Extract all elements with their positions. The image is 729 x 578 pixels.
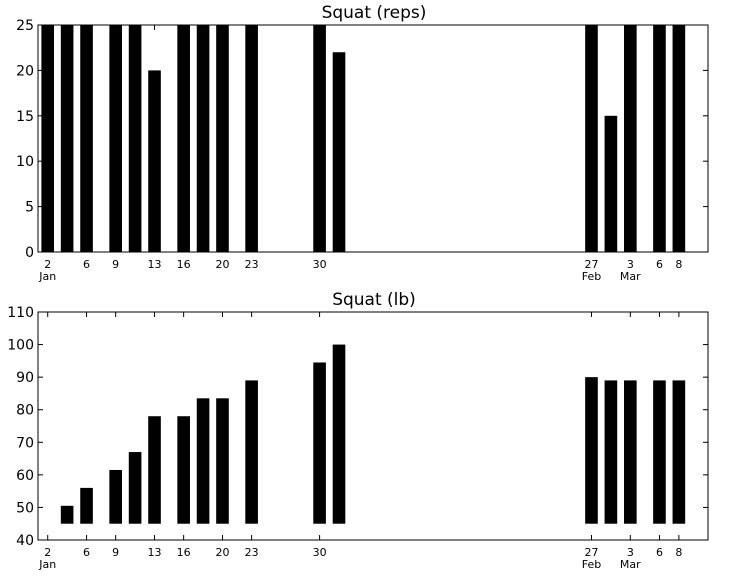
reps-bar-3 (109, 25, 122, 252)
weight-bar-13 (624, 380, 637, 524)
weight-bar-14 (653, 380, 666, 524)
reps-xtick-label-8: 27 (584, 258, 598, 271)
weight-bar-2 (109, 469, 122, 524)
weight-bar-12 (604, 380, 618, 524)
reps-bar-14 (624, 25, 637, 252)
reps-bar-10 (313, 25, 326, 252)
weight-xtick-label-10: 6 (656, 546, 663, 559)
weight-xtick-label-6: 23 (245, 546, 259, 559)
weight-ytick-label-0: 40 (16, 533, 34, 549)
reps-ytick-label-2: 10 (16, 154, 34, 170)
reps-ytick-label-5: 25 (16, 18, 34, 34)
reps-bar-7 (196, 25, 210, 252)
weight-bar-6 (196, 398, 210, 524)
weight-xtick-label-4: 16 (177, 546, 191, 559)
weight-bar-4 (148, 416, 161, 524)
reps-xtick-sublabel-0: Jan (38, 270, 56, 283)
weight-xtick-label-0: 2 (44, 546, 51, 559)
weight-xtick-label-9: 3 (627, 546, 634, 559)
reps-bar-8 (216, 25, 229, 252)
reps-xtick-label-6: 23 (245, 258, 259, 271)
reps-ytick-label-0: 0 (25, 245, 34, 261)
reps-bar-0 (41, 25, 55, 252)
weight-xtick-sublabel-8: Feb (582, 558, 601, 571)
reps-bar-2 (80, 25, 93, 252)
reps-ytick-label-1: 5 (25, 200, 34, 216)
reps-xtick-label-0: 2 (44, 258, 51, 271)
reps-ytick-label-4: 20 (16, 63, 34, 79)
reps-ytick-label-3: 15 (16, 109, 34, 125)
weight-xtick-label-3: 13 (148, 546, 162, 559)
weight-bar-7 (216, 398, 229, 524)
weight-xtick-label-5: 20 (215, 546, 229, 559)
reps-bar-4 (128, 25, 142, 252)
reps-bar-6 (177, 25, 190, 252)
reps-bar-13 (604, 115, 618, 252)
weight-bar-15 (672, 380, 686, 524)
weight-ytick-label-4: 80 (16, 403, 34, 419)
weight-ytick-label-2: 60 (16, 468, 34, 484)
weight-xtick-label-8: 27 (584, 546, 598, 559)
reps-bar-11 (332, 52, 346, 252)
weight-xtick-label-2: 9 (112, 546, 119, 559)
weight-ytick-label-5: 90 (16, 370, 34, 386)
weight-bar-5 (177, 416, 190, 524)
weight-ytick-label-3: 70 (16, 435, 34, 451)
reps-chart-title: Squat (reps) (322, 3, 427, 23)
weight-ytick-label-1: 50 (16, 500, 34, 516)
weight-bar-0 (60, 505, 74, 524)
reps-xtick-label-4: 16 (177, 258, 191, 271)
weight-bar-11 (585, 377, 598, 524)
reps-xtick-label-9: 3 (627, 258, 634, 271)
weight-xtick-sublabel-9: Mar (620, 558, 641, 571)
reps-xtick-label-10: 6 (656, 258, 663, 271)
reps-bar-16 (672, 25, 686, 252)
weight-bar-9 (313, 362, 326, 524)
reps-axes-frame (37, 24, 709, 253)
weight-bar-10 (332, 344, 346, 524)
weight-bar-1 (80, 487, 93, 524)
reps-xtick-sublabel-9: Mar (620, 270, 641, 283)
weight-axes-frame (37, 311, 709, 541)
weight-chart-title: Squat (lb) (332, 290, 416, 310)
reps-bar-1 (60, 25, 74, 252)
weight-xtick-label-11: 8 (675, 546, 682, 559)
weight-xtick-sublabel-0: Jan (38, 558, 56, 571)
weight-xtick-label-7: 30 (313, 546, 327, 559)
weight-bar-3 (128, 452, 142, 524)
reps-bar-12 (585, 25, 598, 252)
reps-bar-5 (148, 70, 161, 253)
reps-xtick-label-3: 13 (148, 258, 162, 271)
weight-ytick-label-6: 100 (7, 338, 34, 354)
weight-bar-8 (245, 380, 258, 524)
reps-bar-9 (245, 25, 258, 252)
reps-xtick-sublabel-8: Feb (582, 270, 601, 283)
weight-ytick-label-7: 110 (7, 305, 34, 321)
reps-bar-15 (653, 25, 666, 252)
reps-xtick-label-1: 6 (83, 258, 90, 271)
reps-xtick-label-5: 20 (215, 258, 229, 271)
reps-xtick-label-11: 8 (675, 258, 682, 271)
reps-xtick-label-7: 30 (313, 258, 327, 271)
reps-xtick-label-2: 9 (112, 258, 119, 271)
weight-xtick-label-1: 6 (83, 546, 90, 559)
